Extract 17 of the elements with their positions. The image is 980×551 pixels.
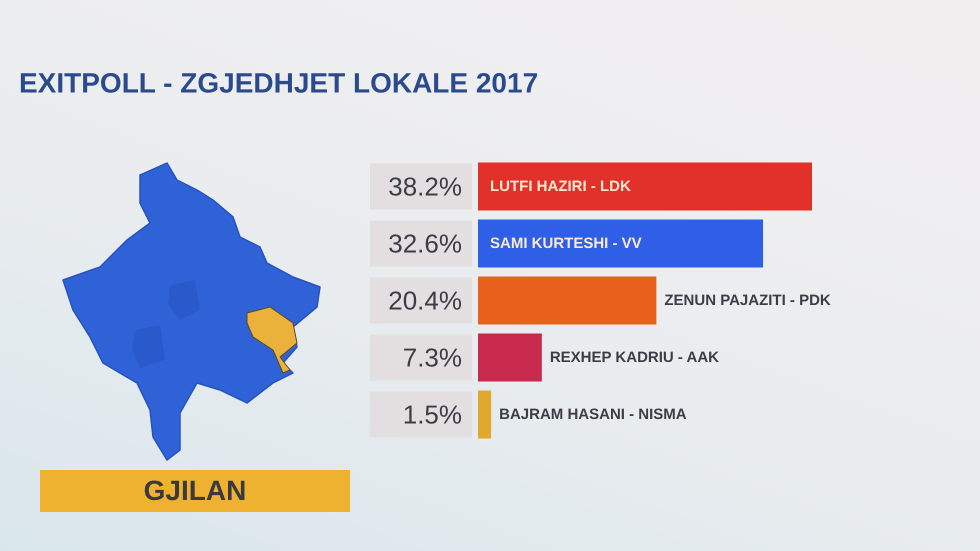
bar — [478, 390, 492, 438]
data-label: 38.2% — [388, 172, 462, 202]
bar — [478, 162, 812, 210]
data-label: 1.5% — [402, 400, 462, 430]
y-tick-label: SAMI KURTESHI - VV — [490, 235, 642, 252]
text: GJILAN — [144, 475, 246, 507]
bar — [478, 220, 764, 268]
bar — [478, 276, 656, 324]
y-tick-label: REXHEP KADRIU - AAK — [550, 349, 720, 366]
y-tick-label: ZENUN PAJAZITI - PDK — [664, 292, 831, 309]
y-tick-label: LUTFI HAZIRI - LDK — [490, 178, 631, 195]
data-label: 32.6% — [388, 228, 462, 258]
y-tick-label: BAJRAM HASANI - NISMA — [499, 406, 687, 423]
data-label: 7.3% — [402, 342, 462, 372]
data-label: 20.4% — [388, 286, 462, 316]
bar — [478, 334, 542, 382]
chart-title: EXITPOLL - ZGJEDHJET LOKALE 2017 — [19, 68, 538, 98]
